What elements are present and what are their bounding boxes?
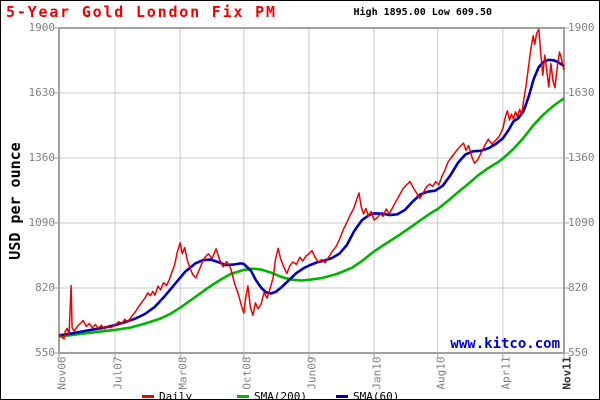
x-tick-label: Apr11: [499, 356, 513, 390]
y-tick-label-left: 1090: [28, 216, 56, 229]
y-tick-label-left: 820: [35, 281, 55, 294]
legend-item-sma200: SMA(200): [237, 386, 307, 400]
high-low-readout: High 1895.00 Low 609.50: [353, 7, 492, 18]
y-tick-label-left: 550: [35, 346, 55, 359]
y-tick-label-right: 820: [568, 281, 588, 294]
x-tick-label: Aug10: [434, 356, 448, 390]
x-tick-label: Nov06: [55, 356, 69, 390]
y-tick-label-right: 1090: [568, 216, 595, 229]
series-sma200: [58, 97, 565, 338]
series-daily: [58, 28, 565, 340]
legend-label: SMA(200): [254, 389, 307, 400]
legend-swatch: [336, 395, 348, 398]
y-tick-label-right: 1630: [568, 86, 595, 99]
legend-item-sma60: SMA(60): [336, 386, 400, 400]
x-tick-label: Nov11: [560, 356, 574, 390]
chart-title: 5-Year Gold London Fix PM: [6, 3, 277, 21]
y-tick-label-left: 1630: [28, 86, 56, 99]
plot-frame: [58, 27, 565, 354]
y-tick-label-right: 1360: [568, 151, 595, 164]
y-tick-label-right: 1900: [568, 21, 595, 34]
x-tick-label: Jun09: [305, 356, 319, 390]
x-tick-label: Mar08: [176, 356, 190, 390]
y-tick-label-left: 1900: [28, 21, 56, 34]
legend-label: SMA(60): [353, 389, 400, 400]
legend-swatch: [142, 395, 154, 398]
legend-swatch: [237, 395, 249, 398]
legend-item-daily: Daily: [142, 386, 193, 400]
legend-label: Daily: [159, 389, 193, 400]
x-tick-label: Jan10: [370, 356, 384, 390]
y-tick-label-left: 1360: [28, 151, 56, 164]
series-sma60: [58, 58, 565, 337]
y-tick-label-right: 550: [568, 346, 588, 359]
x-tick-label: Jul07: [111, 356, 125, 390]
kitco-watermark-link[interactable]: www.kitco.com: [450, 336, 560, 352]
x-tick-label: Oct08: [240, 356, 254, 390]
